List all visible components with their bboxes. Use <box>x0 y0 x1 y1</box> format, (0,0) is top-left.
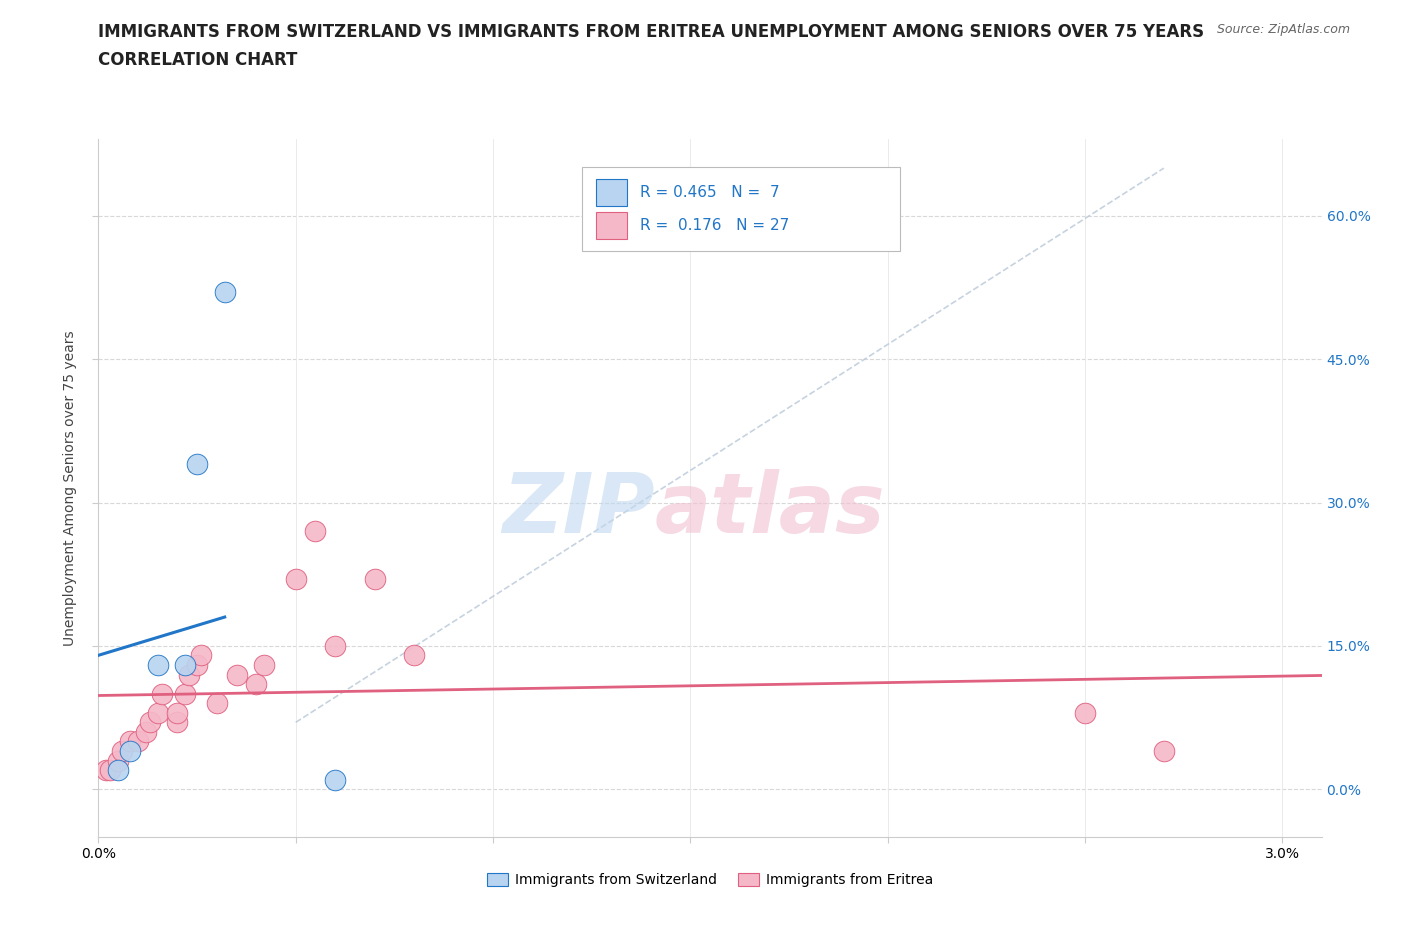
Text: IMMIGRANTS FROM SWITZERLAND VS IMMIGRANTS FROM ERITREA UNEMPLOYMENT AMONG SENIOR: IMMIGRANTS FROM SWITZERLAND VS IMMIGRANT… <box>98 23 1205 41</box>
Point <box>174 658 197 672</box>
Point <box>138 715 160 730</box>
Point <box>111 744 134 759</box>
Point <box>1074 705 1097 720</box>
Point <box>118 744 141 759</box>
Point <box>96 763 118 777</box>
Point <box>107 763 129 777</box>
Point <box>127 734 149 749</box>
Text: atlas: atlas <box>655 469 886 550</box>
Legend: Immigrants from Switzerland, Immigrants from Eritrea: Immigrants from Switzerland, Immigrants … <box>482 868 938 893</box>
FancyBboxPatch shape <box>596 179 627 206</box>
Y-axis label: Unemployment Among Seniors over 75 years: Unemployment Among Seniors over 75 years <box>63 330 77 646</box>
Point <box>363 572 385 587</box>
Point <box>186 658 208 672</box>
Point <box>323 772 346 787</box>
FancyBboxPatch shape <box>596 212 627 239</box>
Point <box>253 658 276 672</box>
Point <box>166 705 188 720</box>
Point <box>304 524 326 538</box>
Point <box>190 648 212 663</box>
Point <box>205 696 228 711</box>
Point <box>214 285 236 299</box>
Text: Source: ZipAtlas.com: Source: ZipAtlas.com <box>1216 23 1350 36</box>
Point <box>225 667 247 682</box>
Point <box>323 639 346 654</box>
Point <box>179 667 201 682</box>
Point <box>98 763 121 777</box>
Text: R = 0.465   N =  7: R = 0.465 N = 7 <box>640 185 780 200</box>
Point <box>118 734 141 749</box>
Point <box>186 457 208 472</box>
Text: CORRELATION CHART: CORRELATION CHART <box>98 51 298 69</box>
Text: R =  0.176   N = 27: R = 0.176 N = 27 <box>640 218 790 232</box>
Point <box>135 724 157 739</box>
Point <box>150 686 173 701</box>
Point <box>166 715 188 730</box>
Point <box>284 572 307 587</box>
FancyBboxPatch shape <box>582 167 900 251</box>
Point <box>1153 744 1175 759</box>
Point <box>404 648 426 663</box>
Point <box>107 753 129 768</box>
Point <box>146 658 169 672</box>
Point <box>245 677 267 692</box>
Point <box>146 705 169 720</box>
Point <box>174 686 197 701</box>
Text: ZIP: ZIP <box>502 469 655 550</box>
